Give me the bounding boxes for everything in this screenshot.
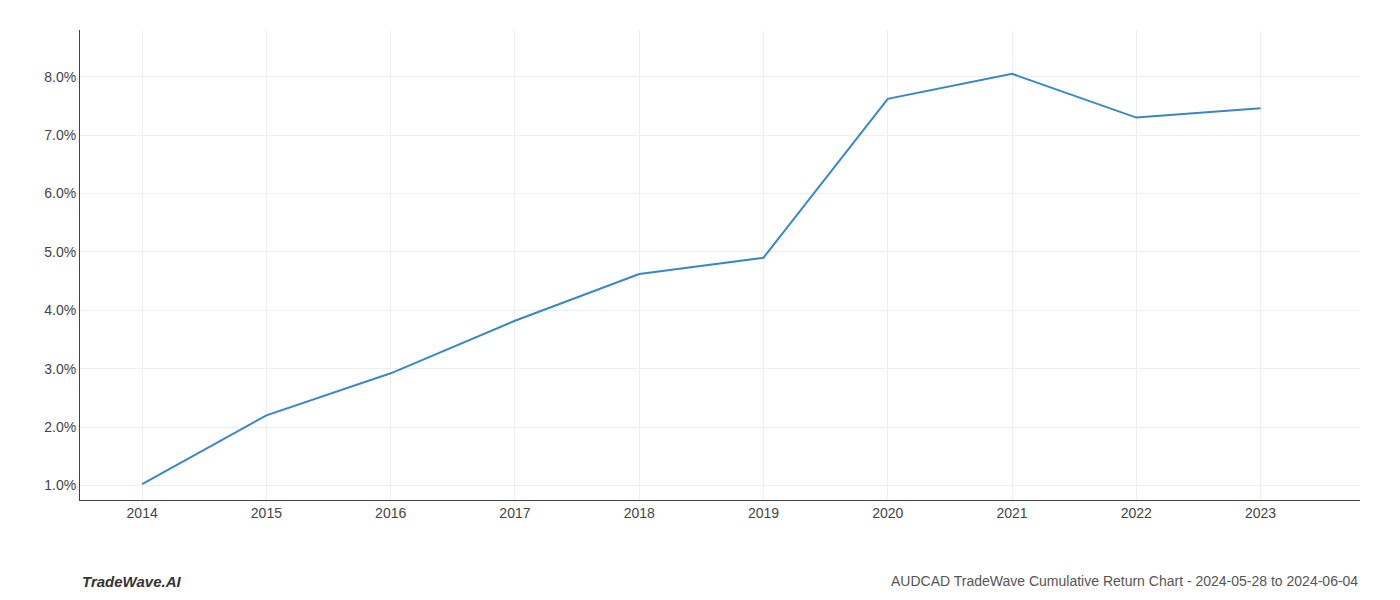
svg-text:8.0%: 8.0%	[44, 69, 76, 85]
svg-text:AUDCAD TradeWave Cumulative Re: AUDCAD TradeWave Cumulative Return Chart…	[891, 573, 1358, 589]
svg-text:2017: 2017	[499, 505, 530, 521]
svg-text:2022: 2022	[1121, 505, 1152, 521]
svg-text:3.0%: 3.0%	[44, 361, 76, 377]
svg-text:2020: 2020	[872, 505, 903, 521]
svg-text:2021: 2021	[996, 505, 1027, 521]
svg-text:TradeWave.AI: TradeWave.AI	[82, 573, 181, 590]
svg-text:2015: 2015	[251, 505, 282, 521]
svg-text:2016: 2016	[375, 505, 406, 521]
svg-text:2.0%: 2.0%	[44, 419, 76, 435]
svg-text:6.0%: 6.0%	[44, 185, 76, 201]
svg-text:2019: 2019	[748, 505, 779, 521]
svg-text:7.0%: 7.0%	[44, 127, 76, 143]
svg-text:5.0%: 5.0%	[44, 244, 76, 260]
svg-text:4.0%: 4.0%	[44, 302, 76, 318]
svg-text:1.0%: 1.0%	[44, 477, 76, 493]
svg-text:2018: 2018	[624, 505, 655, 521]
svg-text:2014: 2014	[127, 505, 158, 521]
svg-text:2023: 2023	[1245, 505, 1276, 521]
